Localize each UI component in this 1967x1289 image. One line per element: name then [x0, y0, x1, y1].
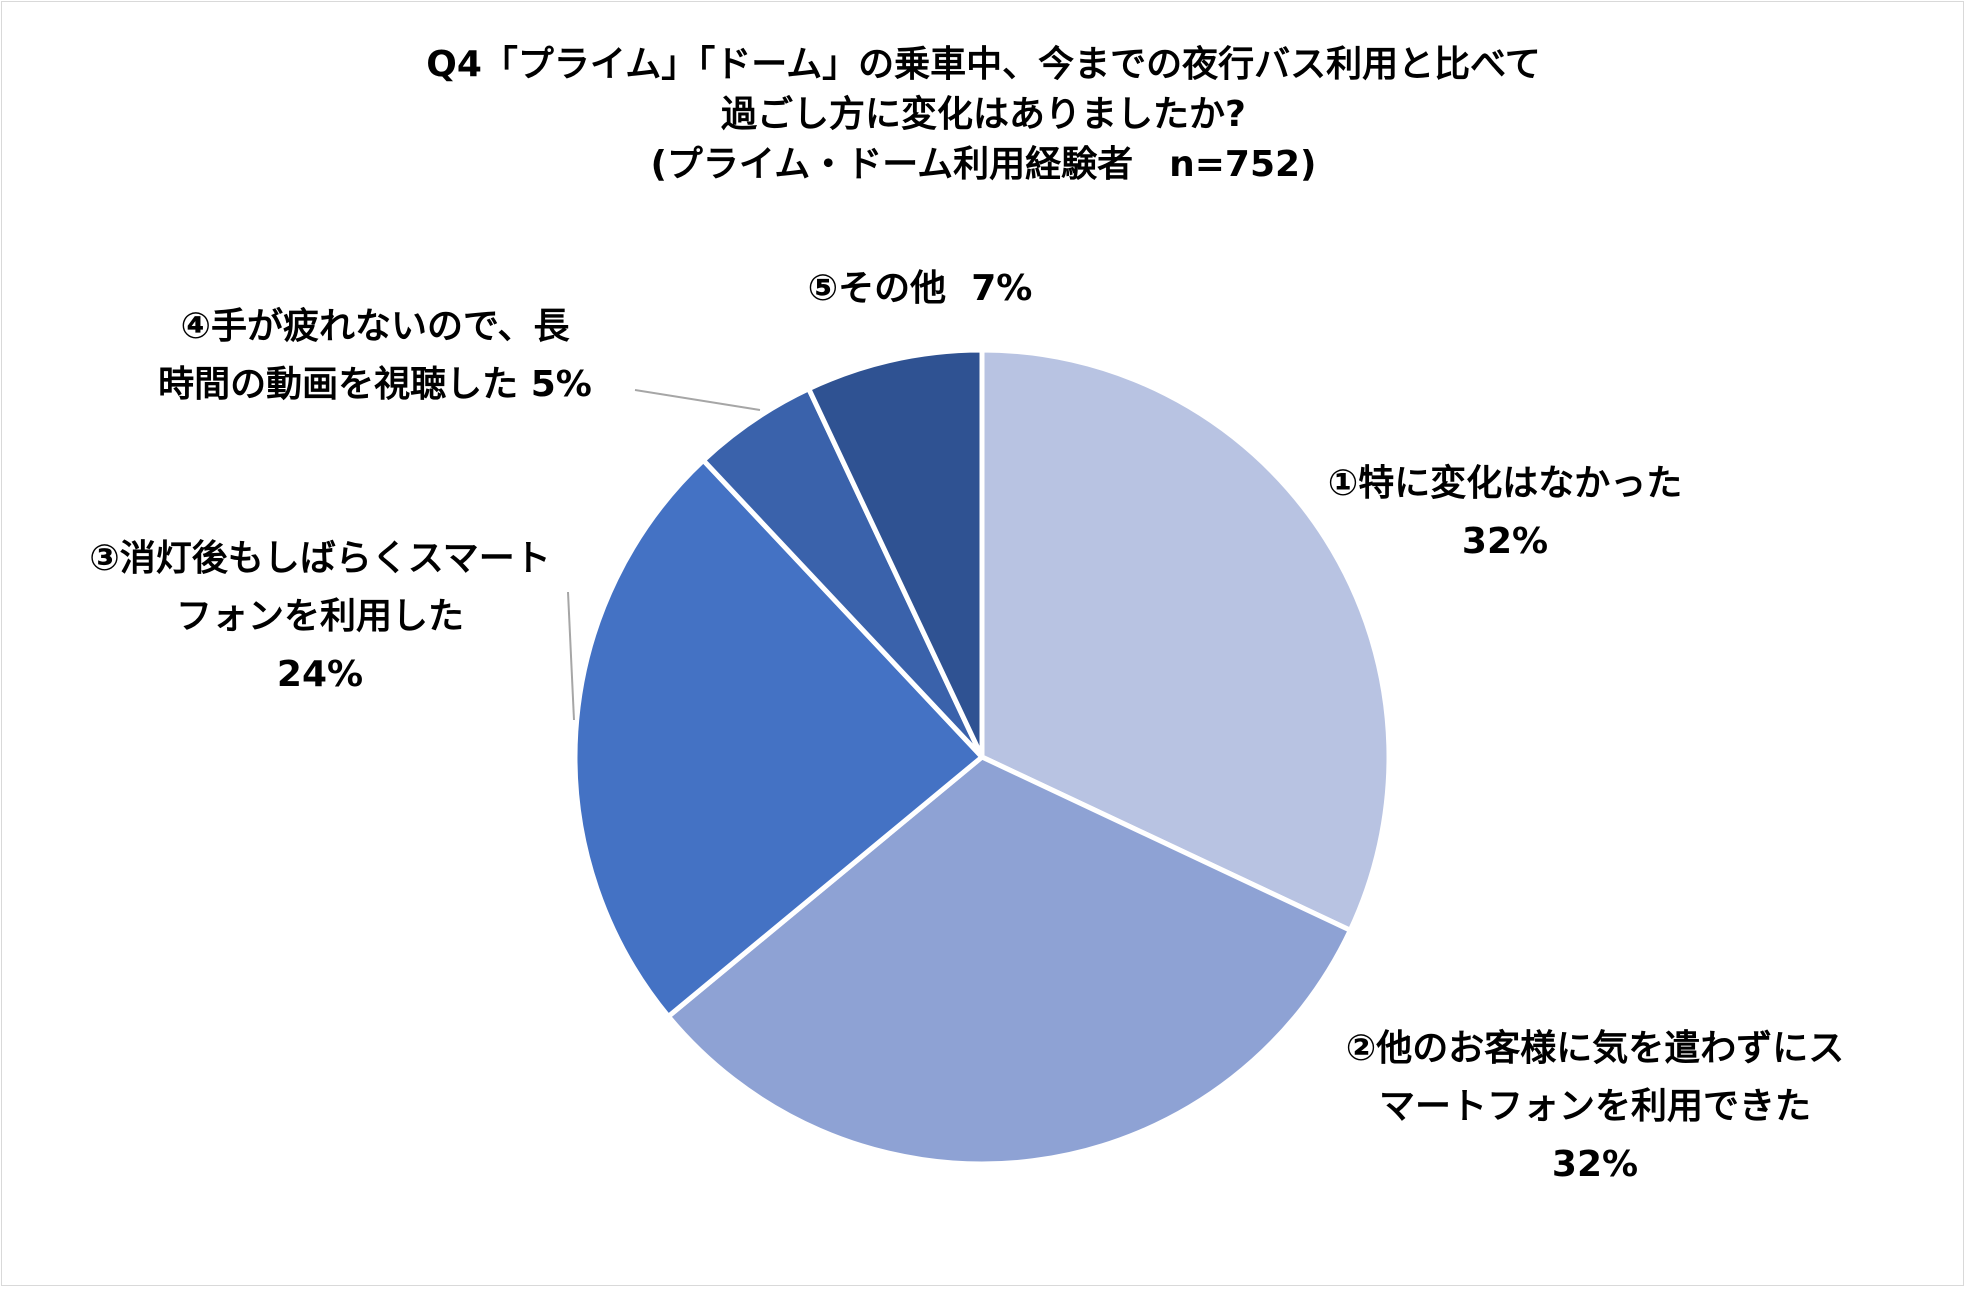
title-line-1: Q4「プライム」「ドーム」の乗車中、今までの夜行バス利用と比べて [426, 44, 1541, 85]
slice-label-2: ②他のお客様に気を遣わずにス マートフォンを利用できた 32% [1245, 1020, 1945, 1194]
slice-value-2: 32% [1551, 1144, 1639, 1185]
slice-value-4: 5% [530, 364, 592, 405]
leader-line-3 [567, 591, 575, 721]
title-line-2: 過ごし方に変化はありましたか? [721, 94, 1246, 135]
slice-value-1: 32% [1461, 521, 1549, 562]
pie-slice-3 [572, 456, 986, 1020]
chart-title: Q4「プライム」「ドーム」の乗車中、今までの夜行バス利用と比べて 過ごし方に変化… [0, 40, 1967, 190]
slice-label-1-line-1: ①特に変化はなかった [1327, 463, 1683, 504]
title-line-3: (プライム・ドーム利用経験者 n=752) [650, 144, 1317, 185]
slice-value-3: 24% [276, 654, 364, 695]
leader-line-4 [634, 389, 761, 411]
pie-slice-2 [664, 754, 1354, 1167]
slice-label-5-line-1: ⑤その他 [807, 268, 947, 309]
slice-label-3: ③消灯後もしばらくスマート フォンを利用した 24% [20, 530, 620, 704]
slice-label-4: ④手が疲れないので、長 時間の動画を視聴した 5% [100, 298, 650, 414]
pie-slice-5 [805, 347, 985, 759]
slice-label-3-line-2: フォンを利用した [175, 596, 464, 637]
slice-label-2-line-2: マートフォンを利用できた [1378, 1086, 1811, 1127]
slice-label-2-line-1: ②他のお客様に気を遣わずにス [1345, 1028, 1845, 1069]
slice-label-4-line-1: ④手が疲れないので、長 [180, 306, 570, 347]
slice-label-4-line-2: 時間の動画を視聴した [158, 364, 519, 405]
slice-label-3-line-1: ③消灯後もしばらくスマート [89, 538, 551, 579]
slice-value-5: 7% [971, 268, 1033, 309]
slice-label-5: ⑤その他 7% [770, 260, 1070, 318]
pie-slice-1 [979, 347, 1392, 934]
slice-label-1: ①特に変化はなかった 32% [1280, 455, 1730, 571]
